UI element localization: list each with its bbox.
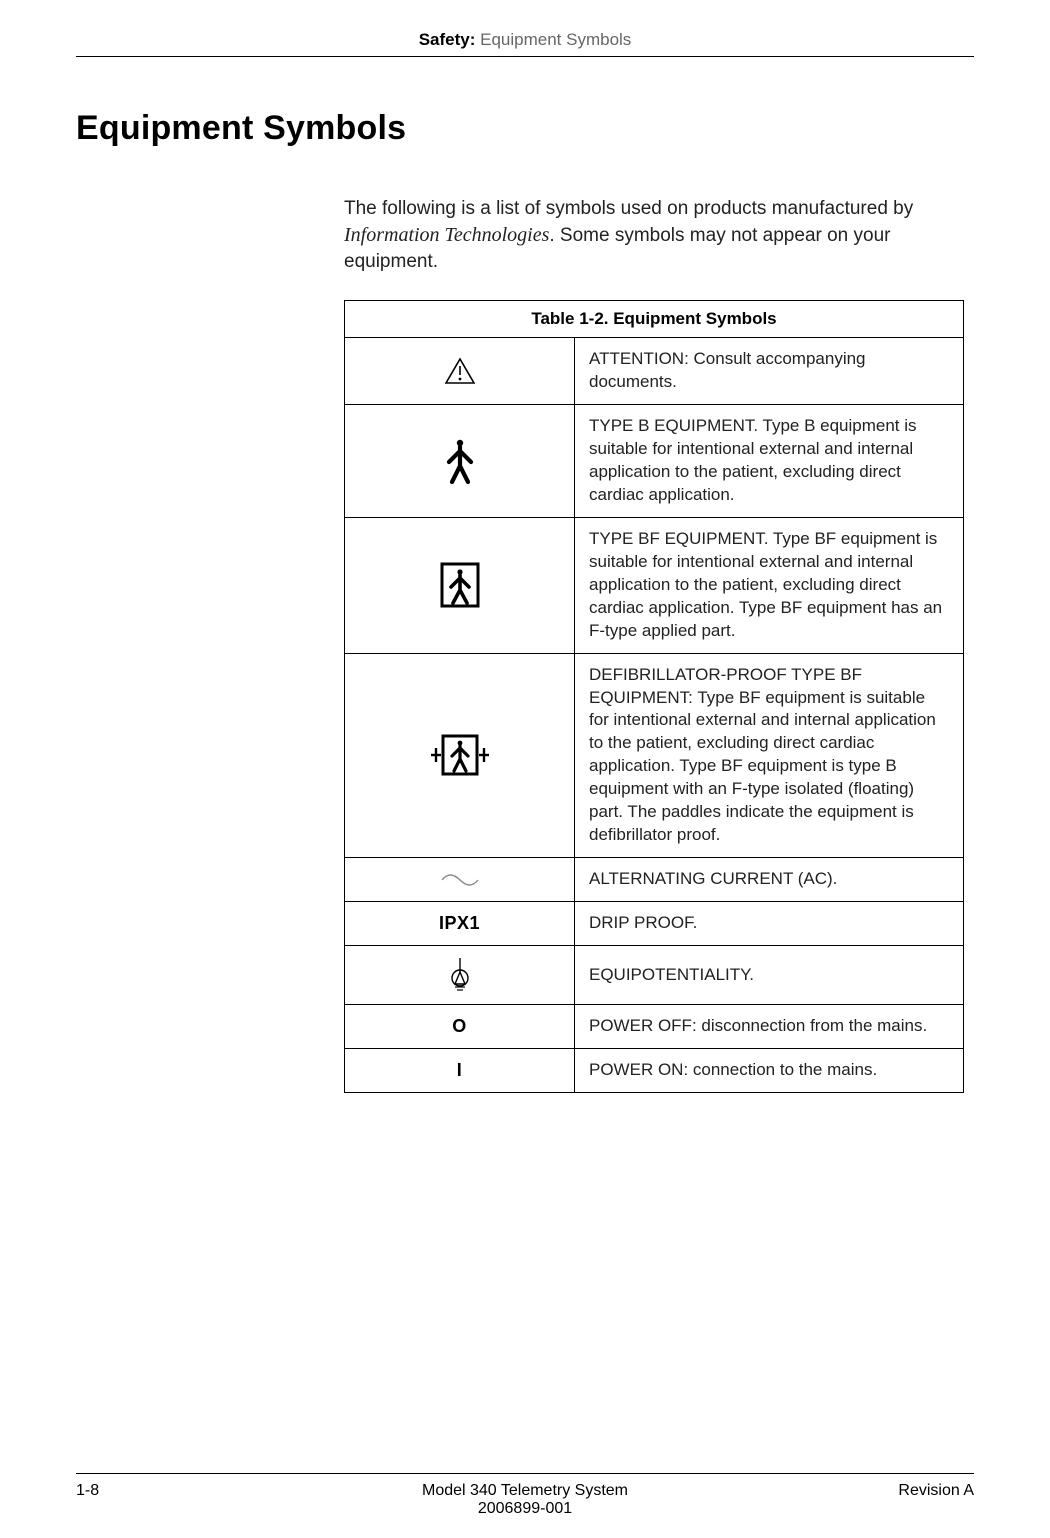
description-cell: TYPE BF EQUIPMENT. Type BF equipment is … [575,517,964,653]
intro-company: Information Technologies [344,224,549,246]
description-cell: POWER ON: connection to the mains. [575,1048,964,1092]
symbol-cell [345,338,575,405]
description-cell: DRIP PROOF. [575,902,964,946]
symbol-cell: O [345,1004,575,1048]
symbol-cell [345,858,575,902]
symbol-cell [345,405,575,518]
description-cell: ALTERNATING CURRENT (AC). [575,858,964,902]
symbol-cell [345,945,575,1004]
attention-icon [445,358,475,384]
type-b-icon [443,438,477,484]
running-header: Safety: Equipment Symbols [76,30,974,57]
description-cell: EQUIPOTENTIALITY. [575,945,964,1004]
header-light: Equipment Symbols [475,30,631,49]
footer-center-line2: 2006899-001 [422,1500,628,1518]
table-row: EQUIPOTENTIALITY. [345,945,964,1004]
equipotential-icon [445,956,475,994]
type-bf-icon [438,562,482,608]
intro-paragraph: The following is a list of symbols used … [344,196,954,274]
page-title: Equipment Symbols [76,109,974,148]
table-caption: Table 1-2. Equipment Symbols [344,300,964,337]
table-row: TYPE B EQUIPMENT. Type B equipment is su… [345,405,964,518]
header-bold: Safety: [419,30,476,49]
description-cell: POWER OFF: disconnection from the mains. [575,1004,964,1048]
symbol-text: I [457,1060,463,1080]
table-row: O POWER OFF: disconnection from the mains… [345,1004,964,1048]
table-row: ATTENTION: Consult accompanying document… [345,338,964,405]
symbol-cell [345,517,575,653]
intro-line1: The following is a list of symbols used … [344,198,913,219]
footer-center-line1: Model 340 Telemetry System [422,1482,628,1500]
description-cell: ATTENTION: Consult accompanying document… [575,338,964,405]
table-row: I POWER ON: connection to the mains. [345,1048,964,1092]
equipment-symbols-table: Table 1-2. Equipment Symbols ATTENTION: … [344,300,964,1093]
table-row: ALTERNATING CURRENT (AC). [345,858,964,902]
description-cell: TYPE B EQUIPMENT. Type B equipment is su… [575,405,964,518]
defib-bf-icon [429,732,491,778]
symbol-cell: I [345,1048,575,1092]
symbol-text: IPX1 [439,913,480,933]
table-row: DEFIBRILLATOR-PROOF TYPE BF EQUIPMENT: T… [345,653,964,858]
ac-icon [440,872,480,888]
description-cell: DEFIBRILLATOR-PROOF TYPE BF EQUIPMENT: T… [575,653,964,858]
page-footer: 1-8 Model 340 Telemetry System 2006899-0… [76,1473,974,1518]
symbol-cell: IPX1 [345,902,575,946]
table-row: TYPE BF EQUIPMENT. Type BF equipment is … [345,517,964,653]
symbol-text: O [452,1016,467,1036]
footer-right: Revision A [628,1482,974,1500]
table-row: IPX1 DRIP PROOF. [345,902,964,946]
footer-left: 1-8 [76,1482,422,1500]
footer-center: Model 340 Telemetry System 2006899-001 [422,1482,628,1518]
symbol-cell [345,653,575,858]
